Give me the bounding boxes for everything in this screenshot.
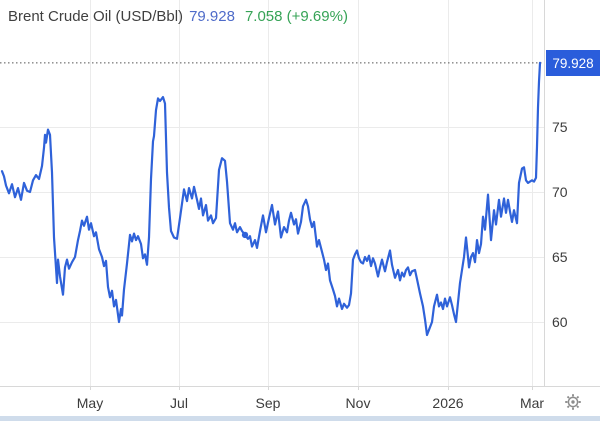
current-price-badge: 79.928 xyxy=(546,50,600,76)
instrument-name: Brent Crude Oil (USD/Bbl) xyxy=(8,8,184,25)
x-axis-label: May xyxy=(77,395,103,411)
x-axis-label: Mar xyxy=(520,395,544,411)
price-line-series xyxy=(0,61,542,337)
price-change-value: 7.058 (+9.69%) xyxy=(244,8,348,25)
current-price-badge-label: 79.928 xyxy=(552,55,594,71)
data-point-marker xyxy=(241,231,249,239)
y-axis-label: 65 xyxy=(552,249,568,265)
y-axis-label: 60 xyxy=(552,314,568,330)
last-price-value: 79.928 xyxy=(189,8,235,25)
widget-bottom-strip xyxy=(0,416,600,421)
x-axis-label: Jul xyxy=(170,395,188,411)
settings-button[interactable] xyxy=(564,393,582,411)
x-axis-label: Sep xyxy=(256,395,281,411)
y-axis-label: 75 xyxy=(552,119,568,135)
chart-header: Brent Crude Oil (USD/Bbl) 79.928 7.058 (+9… xyxy=(8,8,348,25)
y-axis-label: 70 xyxy=(552,184,568,200)
gear-icon xyxy=(565,394,581,410)
x-axis-label: 2026 xyxy=(432,395,463,411)
x-axis-label: Nov xyxy=(346,395,371,411)
